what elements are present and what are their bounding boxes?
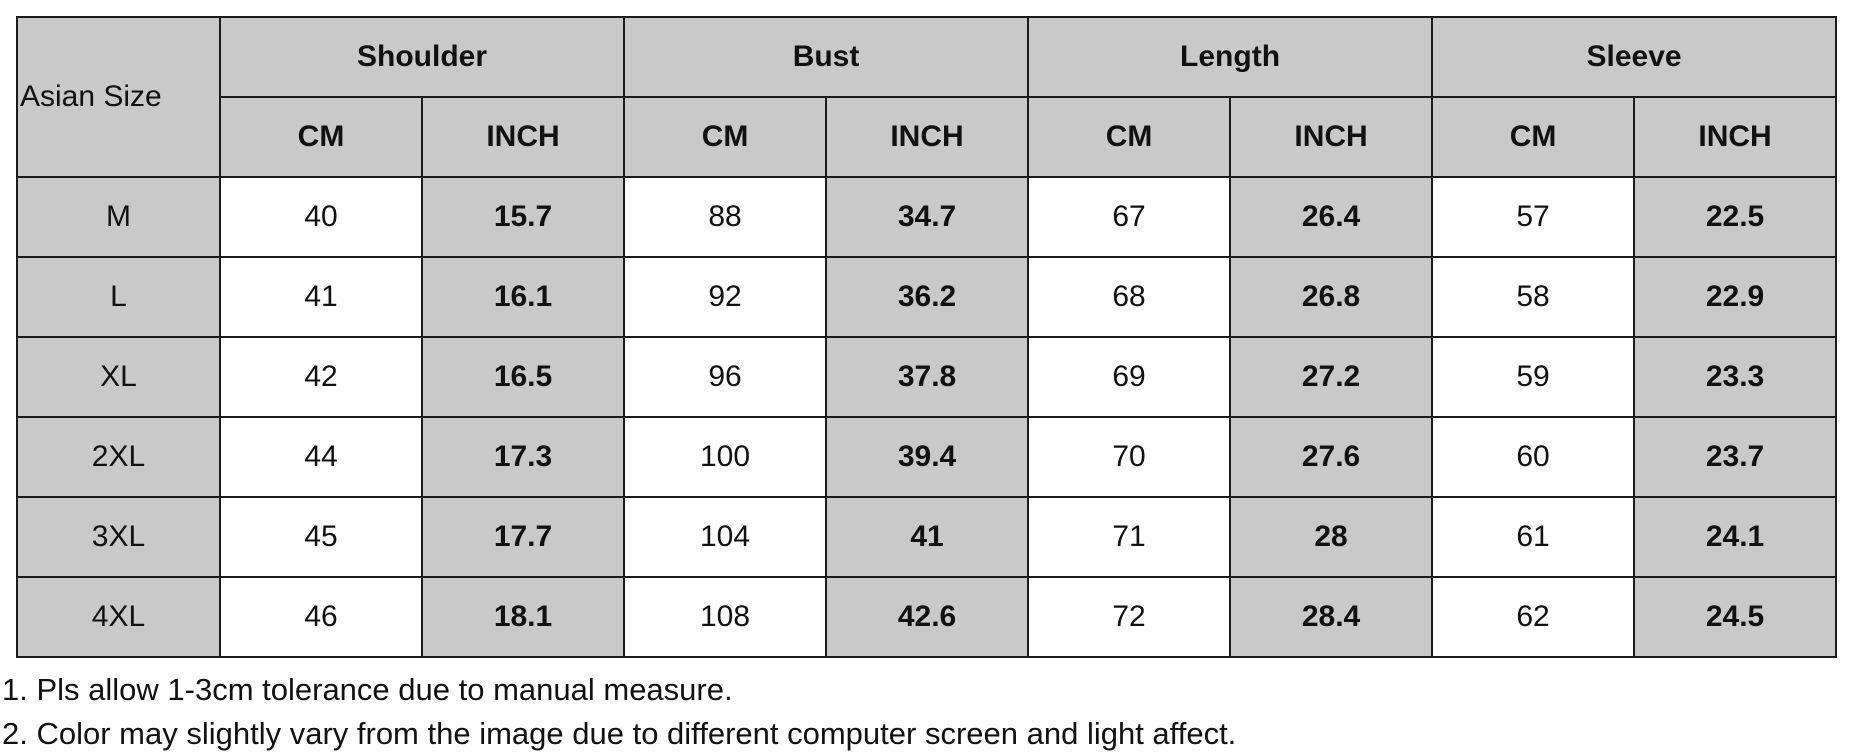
- group-header-sleeve: Sleeve: [1431, 16, 1838, 98]
- cm-cell: 71: [1027, 496, 1232, 578]
- inch-cell: 36.2: [825, 256, 1030, 338]
- cm-cell: 100: [623, 416, 828, 498]
- unit-header-cm: CM: [623, 96, 828, 178]
- cm-cell: 108: [623, 576, 828, 658]
- cm-cell: 88: [623, 176, 828, 258]
- inch-cell: 15.7: [420, 176, 626, 258]
- unit-header-row: CM INCH CM INCH CM INCH CM INCH: [17, 96, 1838, 178]
- unit-header-inch: INCH: [420, 96, 626, 178]
- group-header-row: Asian Size Shoulder Bust Length Sleeve: [16, 16, 1838, 178]
- inch-cell: 22.5: [1633, 176, 1838, 258]
- cm-cell: 44: [219, 416, 423, 498]
- table-row: 3XL 45 17.7 104 41 71 28 61 24.1: [16, 496, 1838, 578]
- cm-cell: 59: [1431, 336, 1636, 418]
- cm-cell: 61: [1431, 496, 1636, 578]
- inch-cell: 16.1: [420, 256, 626, 338]
- inch-cell: 26.4: [1229, 176, 1434, 258]
- size-cell: M: [16, 176, 221, 258]
- inch-cell: 28: [1229, 496, 1434, 578]
- unit-header-cm: CM: [1027, 96, 1232, 178]
- table-row: L 41 16.1 92 36.2 68 26.8 58 22.9: [16, 256, 1838, 338]
- cm-cell: 46: [219, 576, 423, 658]
- cm-cell: 62: [1431, 576, 1636, 658]
- cm-cell: 92: [623, 256, 828, 338]
- inch-cell: 23.3: [1633, 336, 1838, 418]
- cm-cell: 41: [219, 256, 423, 338]
- cm-cell: 72: [1027, 576, 1232, 658]
- inch-cell: 16.5: [420, 336, 626, 418]
- inch-cell: 28.4: [1229, 576, 1434, 658]
- inch-cell: 27.2: [1229, 336, 1434, 418]
- size-cell: 2XL: [16, 416, 221, 498]
- size-cell: 3XL: [16, 496, 221, 578]
- group-header-bust: Bust: [623, 16, 1030, 98]
- inch-cell: 41: [825, 496, 1030, 578]
- cm-cell: 57: [1431, 176, 1636, 258]
- table-row: M 40 15.7 88 34.7 67 26.4 57 22.5: [16, 176, 1838, 258]
- inch-cell: 26.8: [1229, 256, 1434, 338]
- inch-cell: 18.1: [420, 576, 626, 658]
- notes: 1. Pls allow 1-3cm tolerance due to manu…: [2, 668, 1236, 756]
- inch-cell: 17.7: [420, 496, 626, 578]
- unit-header-cm: CM: [219, 96, 423, 178]
- inch-cell: 24.1: [1633, 496, 1838, 578]
- cm-cell: 96: [623, 336, 828, 418]
- cm-cell: 40: [219, 176, 423, 258]
- size-cell: 4XL: [16, 576, 221, 658]
- inch-cell: 23.7: [1633, 416, 1838, 498]
- group-header-shoulder: Shoulder: [218, 16, 626, 98]
- unit-header-cm: CM: [1431, 96, 1636, 178]
- inch-cell: 17.3: [420, 416, 626, 498]
- cm-cell: 58: [1431, 256, 1636, 338]
- cm-cell: 60: [1431, 416, 1636, 498]
- cm-cell: 68: [1027, 256, 1232, 338]
- cm-cell: 67: [1027, 176, 1232, 258]
- cm-cell: 70: [1027, 416, 1232, 498]
- table-row: 2XL 44 17.3 100 39.4 70 27.6 60 23.7: [16, 416, 1838, 498]
- size-header: Asian Size: [16, 16, 221, 178]
- inch-cell: 37.8: [825, 336, 1030, 418]
- inch-cell: 34.7: [825, 176, 1030, 258]
- inch-cell: 39.4: [825, 416, 1030, 498]
- size-cell: L: [16, 256, 221, 338]
- group-header-length: Length: [1027, 16, 1434, 98]
- note-tolerance: 1. Pls allow 1-3cm tolerance due to manu…: [2, 672, 733, 707]
- inch-cell: 42.6: [825, 576, 1030, 658]
- cm-cell: 42: [219, 336, 423, 418]
- cm-cell: 45: [219, 496, 423, 578]
- note-color: 2. Color may slightly vary from the imag…: [2, 716, 1237, 751]
- inch-cell: 22.9: [1633, 256, 1838, 338]
- inch-cell: 27.6: [1229, 416, 1434, 498]
- cm-cell: 69: [1027, 336, 1232, 418]
- unit-header-inch: INCH: [825, 96, 1030, 178]
- unit-header-inch: INCH: [1633, 96, 1838, 178]
- inch-cell: 24.5: [1633, 576, 1838, 658]
- cm-cell: 104: [623, 496, 828, 578]
- table-row: 4XL 46 18.1 108 42.6 72 28.4 62 24.5: [16, 576, 1838, 658]
- table-row: XL 42 16.5 96 37.8 69 27.2 59 23.3: [16, 336, 1838, 418]
- unit-header-inch: INCH: [1229, 96, 1434, 178]
- size-chart-table: Asian Size Shoulder Bust Length Sleeve C…: [16, 16, 1838, 658]
- size-cell: XL: [16, 336, 221, 418]
